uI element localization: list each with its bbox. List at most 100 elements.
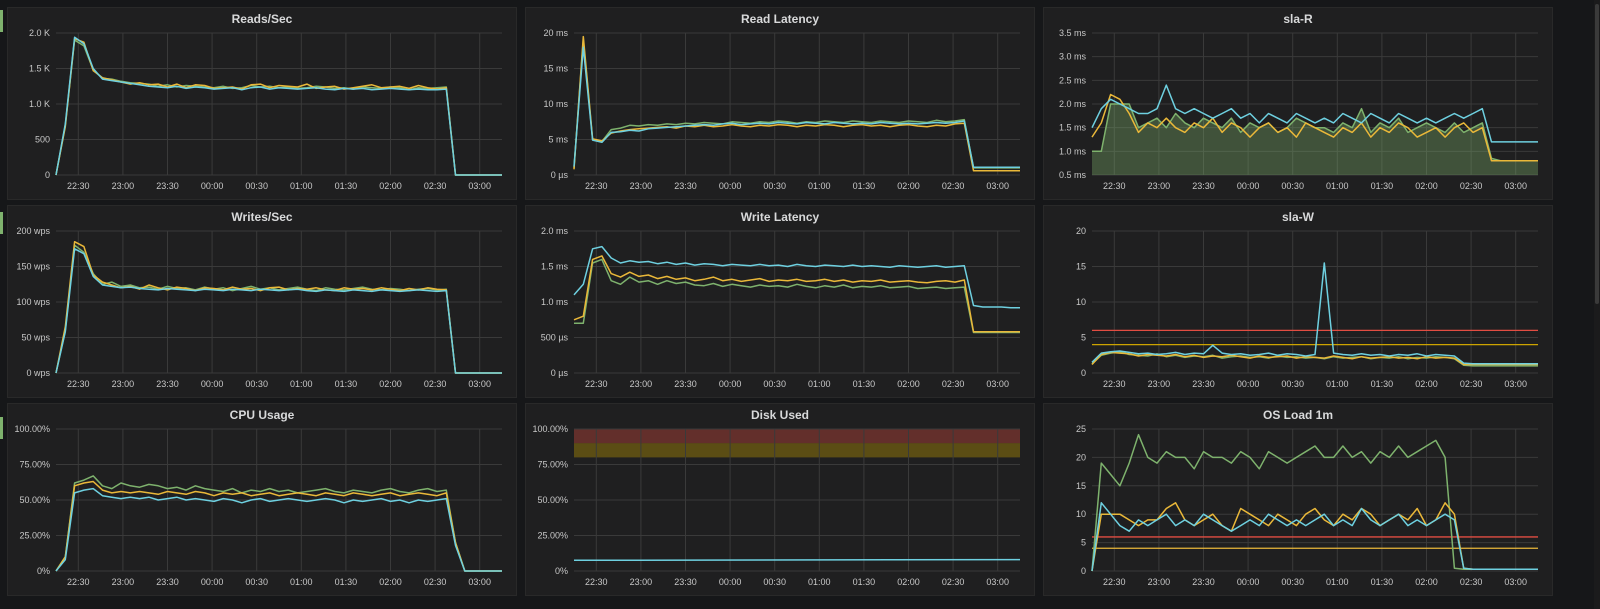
x-tick-label: 00:30 xyxy=(1281,577,1304,587)
x-tick-label: 23:30 xyxy=(674,181,697,191)
y-tick-label: 15 xyxy=(1076,262,1086,272)
series-line xyxy=(1091,93,1538,162)
x-tick-label: 22:30 xyxy=(67,577,90,587)
y-tick-label: 5 xyxy=(1081,538,1086,548)
x-tick-label: 01:00 xyxy=(290,379,313,389)
x-tick-label: 23:00 xyxy=(112,181,135,191)
y-tick-label: 10 ms xyxy=(543,99,568,109)
panel-title[interactable]: sla-R xyxy=(1283,12,1313,26)
x-tick-label: 02:00 xyxy=(1415,577,1438,587)
x-tick-label: 22:30 xyxy=(585,379,608,389)
panel-title[interactable]: OS Load 1m xyxy=(1262,408,1333,422)
y-tick-label: 20 xyxy=(1076,452,1086,462)
x-tick-label: 03:00 xyxy=(1504,181,1527,191)
x-tick-label: 02:30 xyxy=(424,379,447,389)
chart-svg: 0 5 10 15 20 25 22:30 23:00 23:30 00:00 00:30 01:00… xyxy=(1076,424,1538,587)
y-tick-label: 50 wps xyxy=(21,333,50,343)
x-tick-label: 00:00 xyxy=(1237,577,1260,587)
y-tick-label: 75.00% xyxy=(19,460,50,470)
x-tick-label: 00:00 xyxy=(1237,379,1260,389)
series-line xyxy=(573,558,1021,562)
panel-title[interactable]: CPU Usage xyxy=(229,408,295,422)
panel-reads[interactable]: Reads/Sec 0 500 1.0 K 1.5 K 2.0 K 22:30 23:00 2… xyxy=(7,7,517,200)
y-tick-label: 25.00% xyxy=(19,531,50,541)
y-tick-label: 2.0 ms xyxy=(1059,99,1087,109)
panel-read-latency[interactable]: Read Latency 0 µs 5 ms 10 ms 15 ms 20 ms 22:3… xyxy=(525,7,1035,200)
y-tick-label: 1.0 ms xyxy=(541,297,569,307)
y-tick-label: 500 µs xyxy=(541,333,569,343)
panel-title[interactable]: Write Latency xyxy=(740,210,820,224)
panel-title[interactable]: sla-W xyxy=(1281,210,1314,224)
x-tick-label: 00:00 xyxy=(719,181,742,191)
x-tick-label: 02:00 xyxy=(379,379,402,389)
x-tick-label: 01:00 xyxy=(290,577,313,587)
y-tick-label: 0 µs xyxy=(551,170,569,180)
x-tick-label: 02:00 xyxy=(379,577,402,587)
panel-title[interactable]: Disk Used xyxy=(750,408,810,422)
x-tick-label: 02:30 xyxy=(942,181,965,191)
x-tick-label: 00:00 xyxy=(719,577,742,587)
y-tick-label: 1.5 ms xyxy=(541,262,569,272)
series-line xyxy=(55,248,502,374)
x-tick-label: 01:00 xyxy=(1326,181,1349,191)
y-tick-label: 2.0 ms xyxy=(541,226,569,236)
y-tick-label: 1.5 ms xyxy=(1059,123,1087,133)
panel-title[interactable]: Writes/Sec xyxy=(231,210,293,224)
x-tick-label: 23:00 xyxy=(630,181,653,191)
panel-write-latency[interactable]: Write Latency 0 µs 500 µs 1.0 ms 1.5 ms 2.0 … xyxy=(525,205,1035,398)
y-tick-label: 20 xyxy=(1076,226,1086,236)
y-tick-label: 50.00% xyxy=(19,495,50,505)
x-tick-label: 22:30 xyxy=(1103,379,1126,389)
x-tick-label: 03:00 xyxy=(986,379,1009,389)
x-tick-label: 01:30 xyxy=(1371,577,1394,587)
x-tick-label: 22:30 xyxy=(585,181,608,191)
chart-svg: 0 wps 50 wps 100 wps 150 wps 200 wps 22:30 23:… xyxy=(16,226,502,389)
x-tick-label: 01:30 xyxy=(335,577,358,587)
panel-sla-w[interactable]: sla-W 0 5 10 15 20 22:30 23:00 23:30 00:00 00:30 0… xyxy=(1043,205,1553,398)
panel-writes[interactable]: Writes/Sec 0 wps 50 wps 100 wps 150 wps 200 … xyxy=(7,205,517,398)
x-tick-label: 00:30 xyxy=(245,577,268,587)
x-tick-label: 03:00 xyxy=(1504,577,1527,587)
y-tick-label: 500 xyxy=(35,135,50,145)
chart-svg: 0 µs 5 ms 10 ms 15 ms 20 ms 22:30 23:00 23:30 00… xyxy=(543,28,1020,191)
x-tick-label: 02:30 xyxy=(942,379,965,389)
panel-sla-r[interactable]: sla-R 0.5 ms 1.0 ms 1.5 ms 2.0 ms 2.5 ms 3.0 … xyxy=(1043,7,1553,200)
x-tick-label: 00:00 xyxy=(201,577,224,587)
x-tick-label: 01:00 xyxy=(808,379,831,389)
scrollbar-thumb[interactable] xyxy=(1595,4,1599,304)
series-line xyxy=(1091,433,1538,572)
x-tick-label: 23:00 xyxy=(630,379,653,389)
y-tick-label: 15 ms xyxy=(543,64,568,74)
x-tick-label: 02:00 xyxy=(1415,379,1438,389)
x-tick-label: 22:30 xyxy=(1103,181,1126,191)
panel-disk[interactable]: Disk Used 0% 25.00% 50.00% 75.00% 100.00% 22:… xyxy=(525,403,1035,596)
panel-title[interactable]: Read Latency xyxy=(740,12,820,26)
x-tick-label: 01:00 xyxy=(290,181,313,191)
y-tick-label: 2.0 K xyxy=(29,28,50,38)
panel-cpu[interactable]: CPU Usage 0% 25.00% 50.00% 75.00% 100.00% 22:… xyxy=(7,403,517,596)
x-tick-label: 00:30 xyxy=(763,577,786,587)
panel-title[interactable]: Reads/Sec xyxy=(231,12,293,26)
x-tick-label: 02:00 xyxy=(897,577,920,587)
page-scrollbar[interactable] xyxy=(1594,0,1600,609)
x-tick-label: 00:30 xyxy=(1281,379,1304,389)
y-tick-label: 1.0 K xyxy=(29,99,50,109)
x-tick-label: 23:00 xyxy=(1148,181,1171,191)
x-tick-label: 01:00 xyxy=(1326,379,1349,389)
x-tick-label: 02:30 xyxy=(1460,379,1483,389)
x-tick-label: 00:30 xyxy=(245,181,268,191)
y-tick-label: 10 xyxy=(1076,509,1086,519)
x-tick-label: 01:30 xyxy=(335,379,358,389)
x-tick-label: 23:30 xyxy=(156,577,179,587)
x-tick-label: 01:30 xyxy=(335,181,358,191)
y-tick-label: 25 xyxy=(1076,424,1086,434)
x-tick-label: 01:00 xyxy=(1326,577,1349,587)
y-tick-label: 5 ms xyxy=(548,135,568,145)
series-line xyxy=(55,480,502,572)
panel-os-load[interactable]: OS Load 1m 0 5 10 15 20 25 22:30 23:00 23:30 00:0… xyxy=(1043,403,1553,596)
series-line xyxy=(55,487,502,572)
y-tick-label: 150 wps xyxy=(16,262,50,272)
x-tick-label: 01:30 xyxy=(853,379,876,389)
y-tick-label: 0% xyxy=(37,566,50,576)
y-tick-label: 0 xyxy=(1081,368,1086,378)
